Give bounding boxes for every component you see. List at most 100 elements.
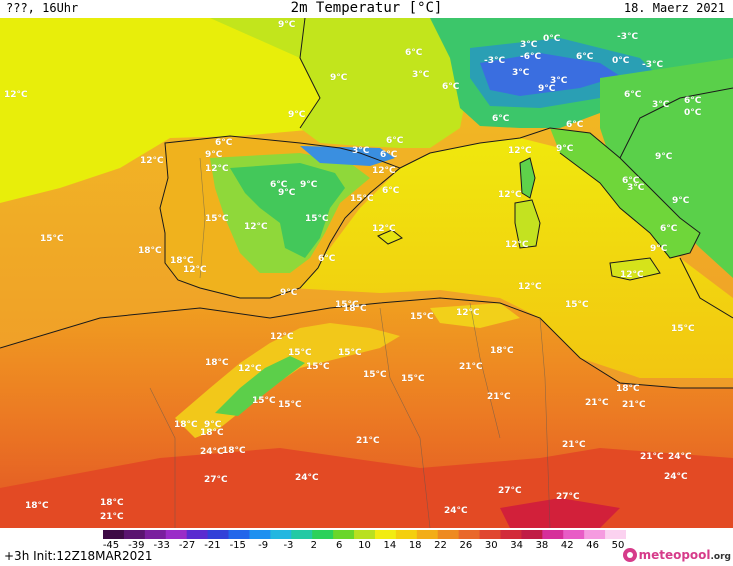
temperature-label: 24°C [444, 506, 468, 516]
color-scale-tick: -39 [128, 540, 145, 551]
color-scale-segment [479, 530, 501, 539]
temperature-label: 27°C [556, 492, 580, 502]
color-scale-tick: -33 [153, 540, 170, 551]
temperature-label: 6°C [624, 90, 642, 100]
color-scale-tick: 46 [586, 540, 600, 551]
temperature-label: 6°C [215, 138, 233, 148]
temperature-label: 27°C [498, 486, 522, 496]
temperature-label: 12°C [238, 364, 262, 374]
color-scale-segment [563, 530, 585, 539]
bay-of-biscay [0, 18, 330, 203]
header-bar: ???, 16Uhr 2m Temperatur [°C] 18. Maerz … [0, 0, 733, 18]
temperature-label: 12°C [140, 156, 164, 166]
temperature-label: 6°C [386, 136, 404, 146]
temperature-label: 9°C [655, 152, 673, 162]
temperature-label: 15°C [306, 362, 330, 372]
temperature-label: 24°C [200, 447, 224, 457]
temperature-label: 9°C [300, 180, 318, 190]
color-scale-segment [312, 530, 334, 539]
temperature-label: 21°C [585, 398, 609, 408]
color-scale-segment [123, 530, 146, 539]
temperature-label: 3°C [412, 70, 430, 80]
italy-land [550, 128, 700, 258]
color-scale-tick: -27 [178, 540, 196, 551]
temperature-label: 9°C [278, 188, 296, 198]
temperature-label: 12°C [372, 166, 396, 176]
color-scale-segment [458, 530, 481, 539]
temperature-label: 6°C [405, 48, 423, 58]
color-scale-tick: 6 [335, 540, 343, 551]
temperature-label: 21°C [562, 440, 586, 450]
color-scale-tick: -3 [283, 540, 294, 551]
temperature-label: 15°C [305, 214, 329, 224]
logo-text: meteopool.org [639, 548, 731, 562]
color-scale-segment [291, 530, 313, 539]
logo-domain: .org [710, 552, 731, 562]
color-scale-segment [144, 530, 167, 539]
temperature-label: 15°C [671, 324, 695, 334]
temperature-label: 18°C [616, 384, 640, 394]
temperature-label: 3°C [550, 76, 568, 86]
temperature-label: 24°C [664, 472, 688, 482]
temperature-label: 15°C [252, 396, 276, 406]
pyrenees-cold [300, 146, 395, 166]
temperature-label: 18°C [170, 256, 194, 266]
temperature-label: 9°C [672, 196, 690, 206]
temperature-label: 12°C [620, 270, 644, 280]
temperature-label: 15°C [401, 374, 425, 384]
temperature-label: 9°C [650, 244, 668, 254]
color-scale-segment [416, 530, 439, 539]
temperature-label: 18°C [222, 446, 246, 456]
coastlines [0, 18, 733, 389]
temperature-label: -6°C [520, 52, 542, 62]
temperature-label: 9°C [205, 150, 223, 160]
temperature-label: 24°C [295, 473, 319, 483]
mediterranean-sea [290, 138, 733, 378]
color-scale-segment [395, 530, 418, 539]
temperature-label: 9°C [288, 110, 306, 120]
temperature-label: 6°C [622, 176, 640, 186]
temperature-label: 0°C [543, 34, 561, 44]
temperature-label: 15°C [363, 370, 387, 380]
color-scale-segment [228, 530, 250, 539]
color-scale-tick: -15 [229, 540, 246, 551]
color-scale-tick: 30 [484, 540, 498, 551]
temperature-label: 3°C [652, 100, 670, 110]
color-scale-segment [605, 530, 626, 539]
france-land [210, 18, 470, 148]
forecast-date: 18. Maerz 2021 [623, 1, 725, 15]
temperature-label: 12°C [270, 332, 294, 342]
temperature-label: 6°C [270, 180, 288, 190]
logo-name: meteopool [638, 548, 711, 562]
temperature-label: 18°C [200, 428, 224, 438]
temperature-label: 3°C [627, 183, 645, 193]
tunisia-hills [430, 303, 520, 328]
temperature-label: 3°C [520, 40, 538, 50]
meteopool-logo[interactable]: meteopool.org [622, 546, 731, 564]
temperature-label: 12°C [498, 190, 522, 200]
temperature-label: 15°C [288, 348, 312, 358]
temperature-label: 15°C [278, 400, 302, 410]
color-scale-segment [165, 530, 188, 539]
temperature-label: 0°C [612, 56, 630, 66]
temperature-label: 21°C [459, 362, 483, 372]
color-scale-tick: 34 [510, 540, 523, 551]
temperature-label: 12°C [505, 240, 529, 250]
color-scale-tick: 38 [535, 540, 549, 551]
temperature-label: 6°C [660, 224, 678, 234]
logo-icon [622, 548, 637, 562]
temperature-label: 12°C [508, 146, 532, 156]
temperature-label: 3°C [512, 68, 530, 78]
color-scale-ticks: -45 -39 -33 -27 -21 -15 -9 -3 2 6 10 14 18 22 26 30 34 38… [103, 540, 626, 554]
init-time-label: +3h Init:12Z18MAR2021 [4, 549, 153, 563]
temperature-label: 12°C [4, 90, 28, 100]
temperature-label: 9°C [204, 420, 222, 430]
color-scale-segment [333, 530, 355, 539]
temperature-label: 9°C [538, 84, 556, 94]
temperature-label: 12°C [205, 164, 229, 174]
temperature-label: 6°C [684, 96, 702, 106]
temperature-label: 21°C [356, 436, 380, 446]
temperature-label: 9°C [556, 144, 574, 154]
temperature-label: 9°C [278, 20, 296, 30]
temperature-label: 15°C [335, 300, 359, 310]
